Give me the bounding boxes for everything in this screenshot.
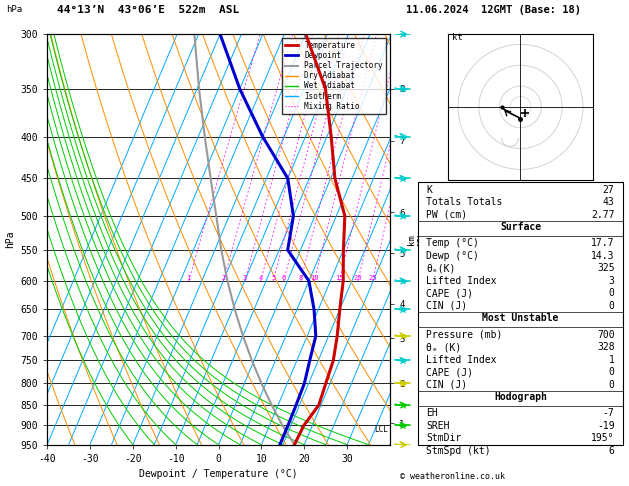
Text: 44°13’N  43°06’E  522m  ASL: 44°13’N 43°06’E 522m ASL	[57, 5, 239, 15]
Text: 8: 8	[299, 275, 303, 281]
Text: 15: 15	[335, 275, 343, 281]
Text: 1: 1	[187, 275, 191, 281]
Text: K: K	[426, 185, 432, 195]
Text: 3: 3	[243, 275, 247, 281]
Text: 1: 1	[609, 355, 615, 364]
Text: 0: 0	[609, 367, 615, 377]
Text: kt: kt	[452, 33, 462, 42]
Legend: Temperature, Dewpoint, Parcel Trajectory, Dry Adiabat, Wet Adiabat, Isotherm, Mi: Temperature, Dewpoint, Parcel Trajectory…	[282, 38, 386, 114]
Text: Lifted Index: Lifted Index	[426, 355, 497, 364]
Text: EH: EH	[426, 408, 438, 418]
Text: CIN (J): CIN (J)	[426, 301, 467, 311]
Text: 10: 10	[310, 275, 318, 281]
Text: © weatheronline.co.uk: © weatheronline.co.uk	[401, 472, 505, 481]
Text: θₑ (K): θₑ (K)	[426, 342, 462, 352]
Text: Lifted Index: Lifted Index	[426, 276, 497, 286]
Text: 5: 5	[271, 275, 276, 281]
Text: 27: 27	[603, 185, 615, 195]
Text: CAPE (J): CAPE (J)	[426, 367, 474, 377]
Text: 6: 6	[609, 446, 615, 456]
Text: -19: -19	[597, 421, 615, 431]
Text: 325: 325	[597, 263, 615, 274]
Text: 6: 6	[282, 275, 286, 281]
Text: 17.7: 17.7	[591, 239, 615, 248]
Text: Hodograph: Hodograph	[494, 392, 547, 402]
Text: 43: 43	[603, 197, 615, 207]
Text: SREH: SREH	[426, 421, 450, 431]
Text: Pressure (mb): Pressure (mb)	[426, 330, 503, 340]
Text: 0: 0	[609, 301, 615, 311]
Text: Totals Totals: Totals Totals	[426, 197, 503, 207]
Text: StmSpd (kt): StmSpd (kt)	[426, 446, 491, 456]
Y-axis label: km
ASL: km ASL	[407, 231, 426, 247]
Text: 0: 0	[609, 289, 615, 298]
Y-axis label: hPa: hPa	[5, 230, 15, 248]
Text: 14.3: 14.3	[591, 251, 615, 261]
Text: Temp (°C): Temp (°C)	[426, 239, 479, 248]
Text: 700: 700	[597, 330, 615, 340]
Text: 328: 328	[597, 342, 615, 352]
Text: -7: -7	[603, 408, 615, 418]
Text: θₑ(K): θₑ(K)	[426, 263, 456, 274]
Text: CAPE (J): CAPE (J)	[426, 289, 474, 298]
Text: PW (cm): PW (cm)	[426, 210, 467, 220]
Text: CIN (J): CIN (J)	[426, 380, 467, 390]
Text: 25: 25	[369, 275, 377, 281]
Text: 2.77: 2.77	[591, 210, 615, 220]
Text: 0: 0	[609, 380, 615, 390]
Text: Dewp (°C): Dewp (°C)	[426, 251, 479, 261]
Text: StmDir: StmDir	[426, 434, 462, 443]
Text: Surface: Surface	[500, 222, 541, 232]
Text: 20: 20	[353, 275, 362, 281]
Text: Most Unstable: Most Unstable	[482, 313, 559, 324]
Text: LCL: LCL	[374, 425, 388, 434]
X-axis label: Dewpoint / Temperature (°C): Dewpoint / Temperature (°C)	[139, 469, 298, 479]
Text: 4: 4	[259, 275, 263, 281]
Text: hPa: hPa	[6, 5, 23, 14]
Text: 2: 2	[221, 275, 226, 281]
Text: 195°: 195°	[591, 434, 615, 443]
Text: 3: 3	[609, 276, 615, 286]
Text: 11.06.2024  12GMT (Base: 18): 11.06.2024 12GMT (Base: 18)	[406, 5, 581, 15]
